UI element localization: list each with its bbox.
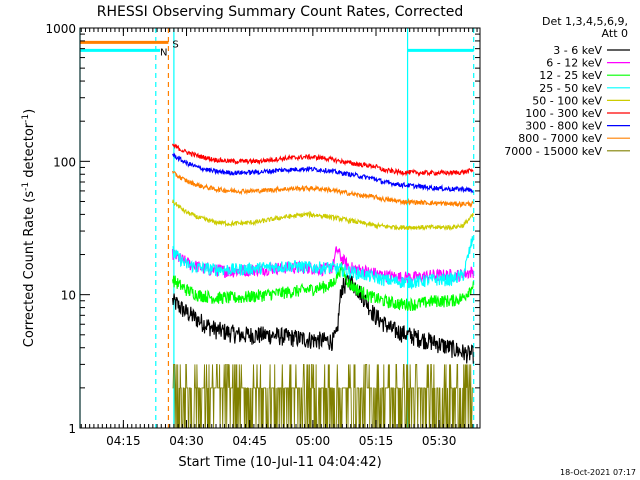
series-50-100keV bbox=[172, 199, 474, 231]
x-tick-label-05:00: 05:00 bbox=[296, 434, 331, 448]
legend-header-2: Att 0 bbox=[602, 27, 628, 40]
x-tick-label-05:30: 05:30 bbox=[422, 434, 457, 448]
series-3-6keV bbox=[172, 273, 474, 364]
y-axis: 1 10 100 1000 bbox=[45, 22, 480, 436]
x-axis-label: Start Time (10-Jul-11 04:04:42) bbox=[178, 455, 381, 470]
x-tick-label-04:30: 04:30 bbox=[169, 434, 204, 448]
plot-frame bbox=[79, 27, 481, 429]
series-800-7000keV bbox=[172, 170, 474, 209]
marker-label-S: S bbox=[172, 39, 178, 50]
series-12-25keV bbox=[172, 262, 474, 312]
legend-label-0: 3 - 6 keV bbox=[553, 44, 602, 57]
footer-timestamp: 18-Oct-2021 07:17 bbox=[560, 468, 636, 477]
marker-label-N: N bbox=[160, 47, 167, 58]
y-axis-label-main: Corrected Count Rate (s bbox=[22, 191, 37, 348]
y-axis-label-end: ) bbox=[22, 109, 37, 114]
x-tick-label-04:45: 04:45 bbox=[232, 434, 267, 448]
y-axis-label-sup1: -1 bbox=[21, 182, 31, 191]
legend-label-7: 800 - 7000 keV bbox=[518, 132, 602, 145]
legend-header-1: Det 1,3,4,5,6,9, bbox=[542, 15, 628, 28]
series-300-800keV bbox=[172, 152, 474, 194]
x-tick-label-04:15: 04:15 bbox=[106, 434, 141, 448]
x-axis: 04:15 04:30 04:45 05:00 05:15 05:30 bbox=[80, 28, 478, 448]
series-100-300keV bbox=[172, 143, 474, 177]
legend-label-3: 25 - 50 keV bbox=[539, 82, 602, 95]
y-tick-label-1: 1 bbox=[68, 422, 76, 436]
chart-title: RHESSI Observing Summary Count Rates, Co… bbox=[97, 4, 463, 20]
legend-label-8: 7000 - 15000 keV bbox=[504, 145, 602, 158]
legend-label-2: 12 - 25 keV bbox=[539, 69, 602, 82]
series-25-50keV bbox=[172, 236, 474, 290]
plot-area: SN bbox=[79, 28, 475, 429]
y-tick-label-10: 10 bbox=[61, 289, 76, 303]
legend-label-6: 300 - 800 keV bbox=[525, 120, 602, 133]
y-tick-label-1000: 1000 bbox=[45, 22, 76, 36]
legend-label-1: 6 - 12 keV bbox=[546, 57, 602, 70]
y-axis-label-mid: detector bbox=[22, 122, 37, 182]
y-axis-label: Corrected Count Rate (s-1 detector-1) bbox=[21, 109, 37, 347]
legend-label-5: 100 - 300 keV bbox=[525, 107, 602, 120]
y-axis-label-sup2: -1 bbox=[21, 114, 31, 123]
y-tick-label-100: 100 bbox=[53, 155, 76, 169]
legend-label-4: 50 - 100 keV bbox=[532, 94, 602, 107]
x-tick-label-05:15: 05:15 bbox=[359, 434, 394, 448]
